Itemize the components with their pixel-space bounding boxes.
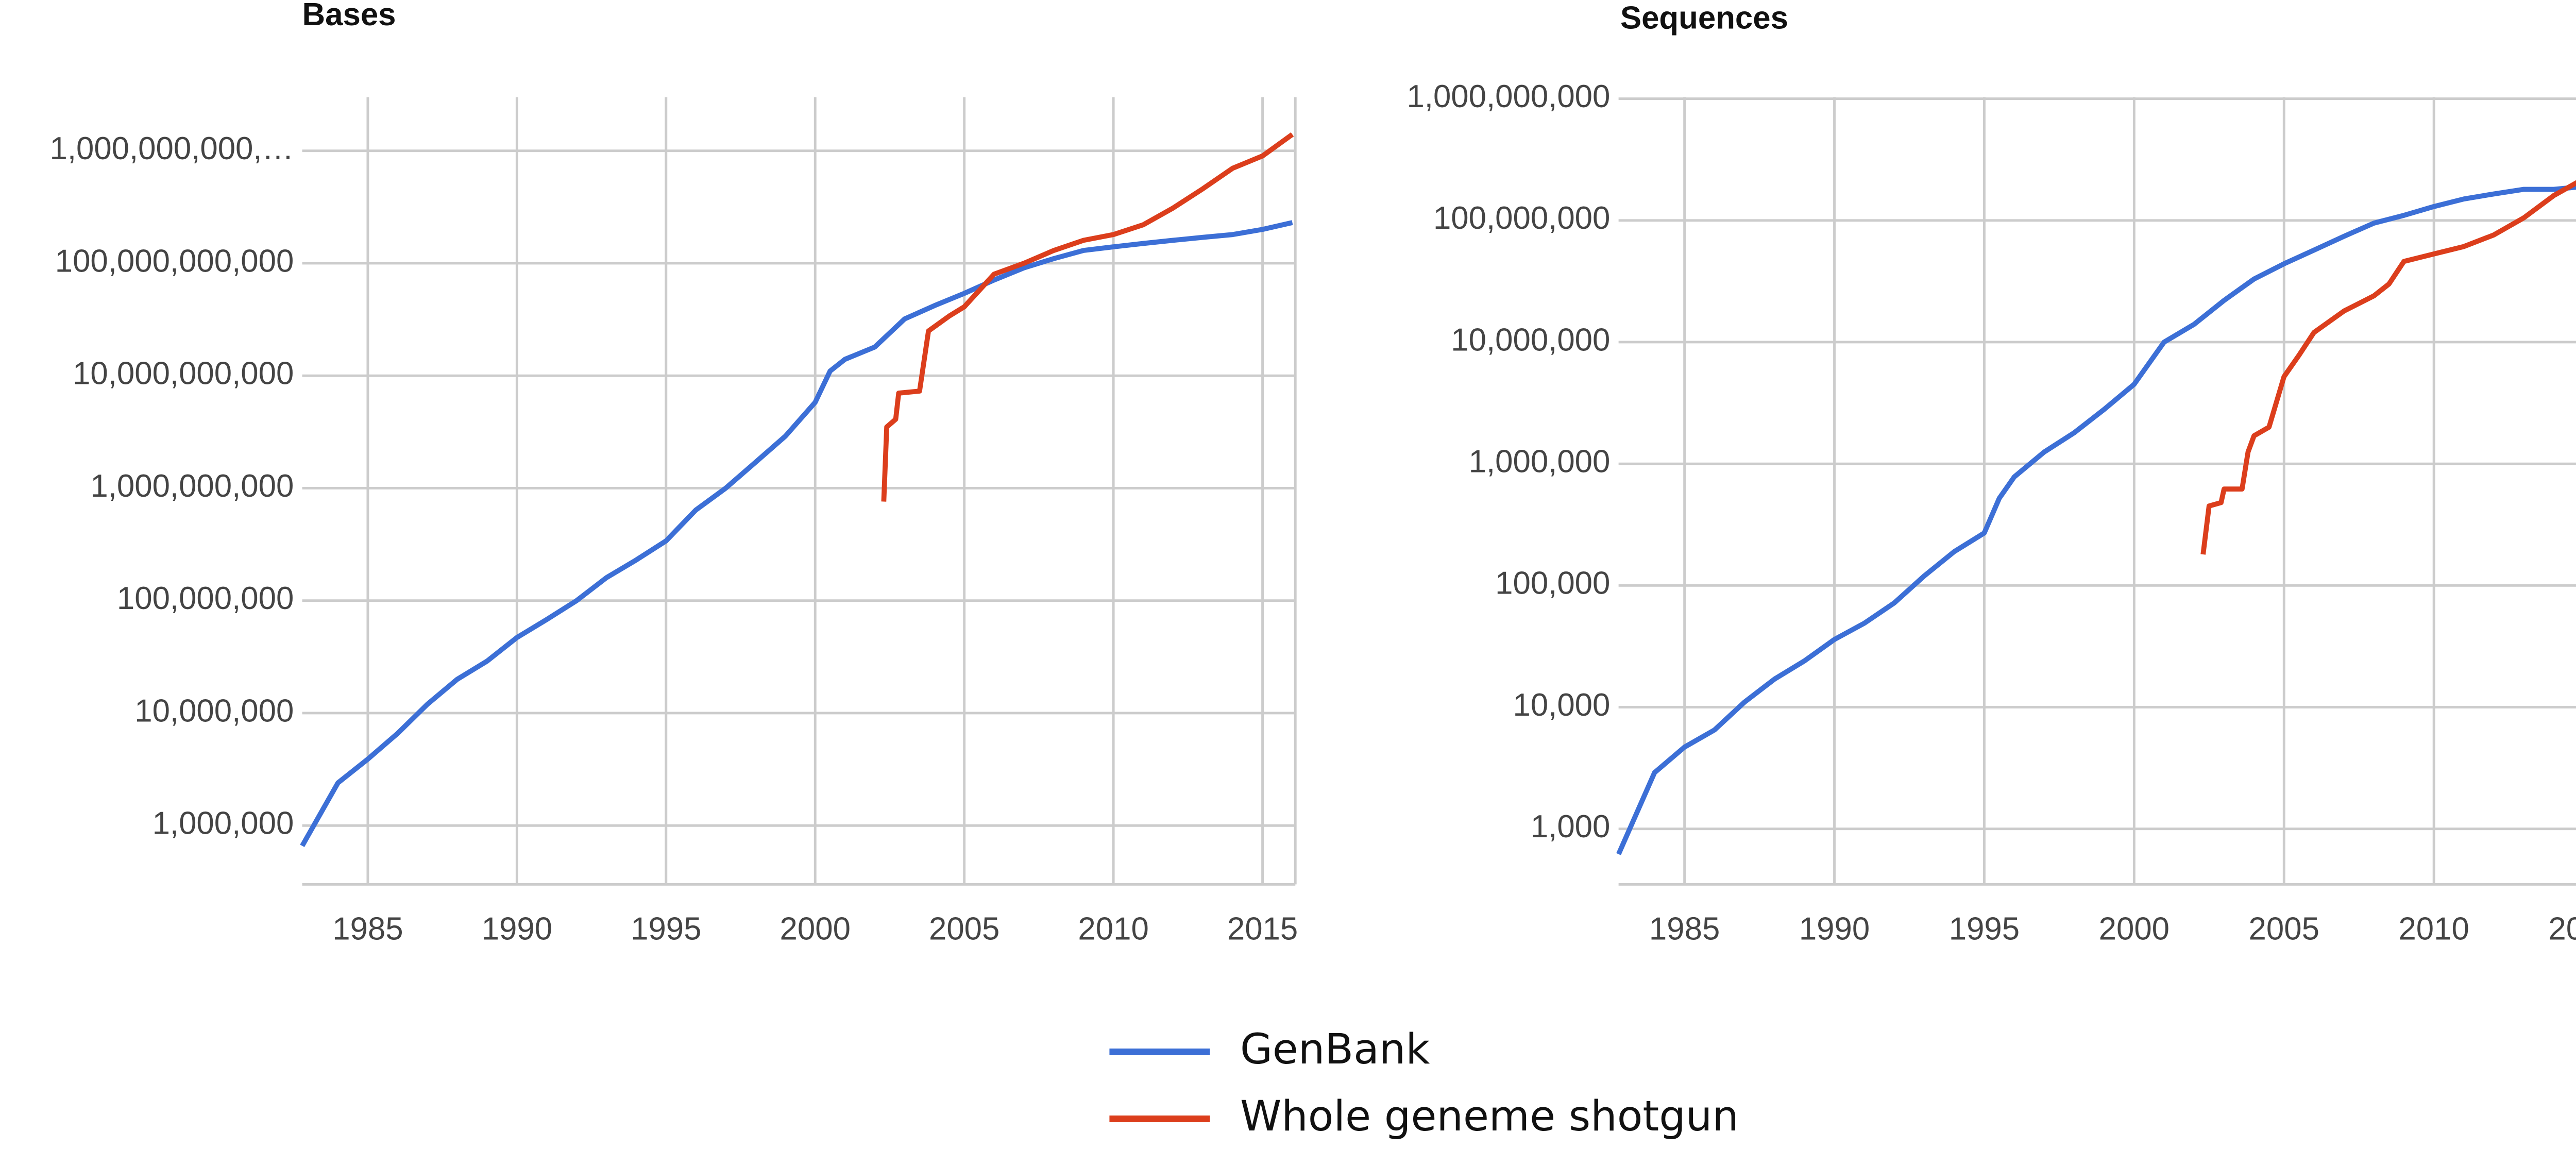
x-tick-label: 2010 bbox=[2398, 911, 2469, 947]
x-tick-label: 2005 bbox=[929, 911, 999, 947]
chart-title: Bases bbox=[302, 0, 396, 32]
y-tick-label: 1,000,000,000,… bbox=[49, 131, 294, 166]
x-tick-label: 1990 bbox=[482, 911, 552, 947]
y-tick-label: 100,000,000 bbox=[1433, 200, 1610, 236]
y-tick-label: 100,000 bbox=[1495, 566, 1610, 601]
y-tick-label: 1,000 bbox=[1531, 809, 1611, 844]
series-line bbox=[2200, 180, 2576, 555]
x-tick-label: 1995 bbox=[631, 911, 701, 947]
x-tick-label: 2000 bbox=[780, 911, 851, 947]
x-tick-label: 1985 bbox=[1649, 911, 1720, 947]
series-line bbox=[300, 220, 1293, 848]
y-tick-label: 10,000 bbox=[1513, 687, 1611, 723]
y-tick-label: 1,000,000,000 bbox=[1406, 79, 1610, 114]
y-tick-label: 1,000,000,000 bbox=[90, 468, 294, 504]
y-tick-label: 100,000,000 bbox=[117, 581, 294, 616]
x-tick-label: 1990 bbox=[1799, 911, 1870, 947]
y-tick-label: 10,000,000 bbox=[1451, 322, 1610, 358]
legend-label: Whole geneme shotgun bbox=[1240, 1092, 1739, 1141]
y-tick-label: 1,000,000 bbox=[1469, 444, 1611, 479]
chart-title: Sequences bbox=[1620, 0, 1788, 36]
x-tick-label: 1995 bbox=[1949, 911, 2020, 947]
y-tick-label: 10,000,000,000 bbox=[73, 356, 294, 392]
legend-label: GenBank bbox=[1240, 1025, 1430, 1074]
y-tick-label: 1,000,000 bbox=[152, 806, 294, 841]
series-line bbox=[881, 132, 1294, 502]
x-tick-label: 2005 bbox=[2249, 911, 2319, 947]
x-tick-label: 2015 bbox=[1227, 911, 1298, 947]
series-line bbox=[1616, 184, 2576, 855]
y-tick-label: 100,000,000,000 bbox=[55, 243, 294, 279]
x-tick-label: 2015 bbox=[2548, 911, 2576, 947]
x-tick-label: 2010 bbox=[1078, 911, 1148, 947]
y-tick-label: 10,000,000 bbox=[134, 693, 294, 729]
x-tick-label: 1985 bbox=[332, 911, 403, 947]
x-tick-label: 2000 bbox=[2099, 911, 2170, 947]
